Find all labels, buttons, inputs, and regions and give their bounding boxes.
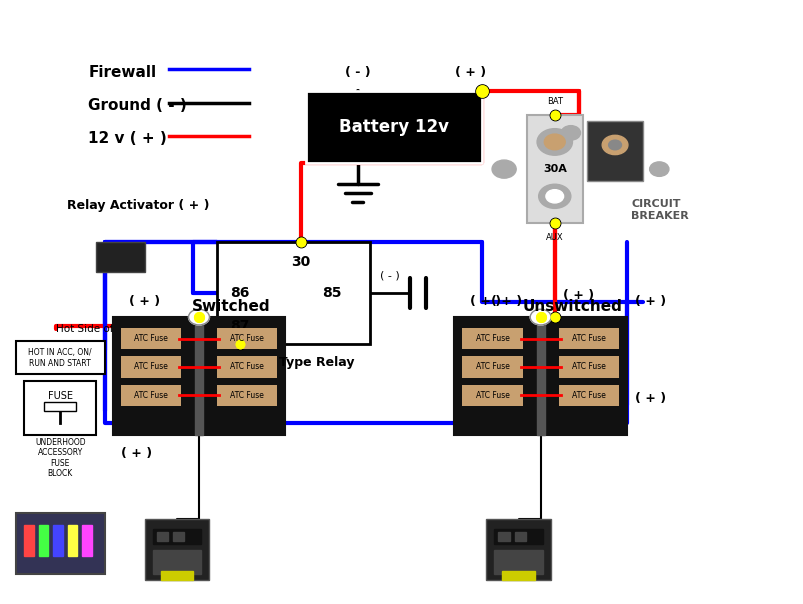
Bar: [53, 525, 63, 556]
Bar: [120, 385, 181, 406]
Bar: [526, 115, 582, 223]
Text: Bosch Type Relay: Bosch Type Relay: [232, 356, 354, 370]
Bar: [16, 341, 104, 374]
Bar: [498, 532, 509, 541]
Bar: [39, 525, 48, 556]
Text: ( - ): ( - ): [380, 271, 399, 281]
Text: 30A: 30A: [542, 164, 566, 174]
Bar: [217, 328, 277, 349]
Bar: [112, 317, 285, 435]
Circle shape: [491, 160, 516, 178]
Text: Hot Side of Fuse: Hot Side of Fuse: [56, 324, 141, 334]
Text: ATC Fuse: ATC Fuse: [133, 391, 168, 400]
Text: Switched: Switched: [192, 299, 270, 314]
Circle shape: [536, 129, 572, 155]
Text: Ground ( - ): Ground ( - ): [88, 98, 187, 113]
Bar: [502, 571, 534, 580]
Circle shape: [545, 190, 563, 203]
Text: ( + ): ( + ): [562, 289, 593, 303]
Bar: [67, 525, 77, 556]
Text: ( + ): ( + ): [454, 65, 485, 79]
Bar: [454, 317, 626, 435]
Bar: [305, 91, 482, 163]
Bar: [536, 317, 544, 435]
Bar: [558, 328, 618, 349]
Text: ATC Fuse: ATC Fuse: [571, 334, 605, 343]
Circle shape: [608, 140, 621, 150]
Text: 30: 30: [291, 255, 310, 269]
Bar: [44, 402, 76, 411]
Text: BAT: BAT: [546, 97, 562, 106]
Text: ( + ): ( + ): [634, 392, 666, 405]
Bar: [24, 525, 34, 556]
Text: ( - ): ( - ): [344, 65, 370, 79]
Circle shape: [188, 309, 209, 325]
Text: ( + ): ( + ): [216, 371, 247, 385]
Text: UNDERHOOD
ACCESSORY
FUSE
BLOCK: UNDERHOOD ACCESSORY FUSE BLOCK: [35, 438, 85, 478]
Circle shape: [560, 126, 580, 140]
Text: FUSE
5: FUSE 5: [47, 391, 73, 413]
Circle shape: [538, 184, 570, 208]
Text: 86: 86: [230, 286, 250, 300]
Bar: [120, 328, 181, 349]
Text: Battery 12v: Battery 12v: [339, 118, 448, 136]
Circle shape: [530, 309, 551, 325]
Bar: [217, 242, 369, 344]
Bar: [82, 525, 92, 556]
Text: ATC Fuse: ATC Fuse: [230, 362, 264, 371]
Text: 87: 87: [230, 319, 250, 333]
Text: HOT IN ACC, ON/
RUN AND START: HOT IN ACC, ON/ RUN AND START: [28, 349, 92, 368]
Text: ( + ): ( + ): [491, 295, 522, 309]
Text: CIRCUIT
BREAKER: CIRCUIT BREAKER: [630, 199, 688, 221]
Text: Relay Activator ( + ): Relay Activator ( + ): [67, 199, 209, 212]
Text: ATC Fuse: ATC Fuse: [133, 334, 168, 343]
Text: Firewall: Firewall: [88, 65, 157, 80]
Text: ATC Fuse: ATC Fuse: [571, 362, 605, 371]
Bar: [173, 532, 184, 541]
Bar: [96, 242, 145, 272]
Bar: [558, 385, 618, 406]
Circle shape: [601, 135, 627, 155]
Text: ATC Fuse: ATC Fuse: [475, 362, 509, 371]
Bar: [558, 356, 618, 378]
Bar: [494, 550, 542, 574]
Text: ATC Fuse: ATC Fuse: [230, 391, 264, 400]
Bar: [217, 385, 277, 406]
Bar: [161, 571, 193, 580]
Text: ATC Fuse: ATC Fuse: [230, 334, 264, 343]
Bar: [153, 528, 201, 544]
Text: ( + ): ( + ): [634, 295, 666, 308]
Circle shape: [188, 309, 209, 325]
Bar: [494, 528, 542, 544]
Bar: [586, 121, 642, 181]
Bar: [462, 356, 522, 378]
Bar: [462, 385, 522, 406]
Bar: [486, 519, 550, 580]
Bar: [157, 532, 168, 541]
Text: ATC Fuse: ATC Fuse: [475, 334, 509, 343]
Circle shape: [593, 160, 617, 178]
Text: AUX: AUX: [545, 233, 563, 242]
Bar: [16, 513, 104, 574]
Text: ATC Fuse: ATC Fuse: [133, 362, 168, 371]
Text: 85: 85: [321, 286, 341, 300]
Text: ATC Fuse: ATC Fuse: [571, 391, 605, 400]
Circle shape: [544, 134, 565, 150]
Bar: [194, 317, 202, 435]
Bar: [514, 532, 525, 541]
Bar: [462, 328, 522, 349]
Circle shape: [530, 309, 551, 325]
Circle shape: [649, 162, 668, 176]
Text: ( + ): ( + ): [128, 295, 160, 308]
Text: Unswitched: Unswitched: [522, 299, 622, 314]
Text: 12 v ( + ): 12 v ( + ): [88, 132, 167, 146]
Text: ( + ): ( + ): [120, 447, 152, 460]
Bar: [120, 356, 181, 378]
Bar: [153, 550, 201, 574]
Bar: [24, 381, 96, 435]
Bar: [145, 519, 209, 580]
Bar: [217, 356, 277, 378]
Text: ( + ): ( + ): [470, 295, 501, 308]
Text: ATC Fuse: ATC Fuse: [475, 391, 509, 400]
